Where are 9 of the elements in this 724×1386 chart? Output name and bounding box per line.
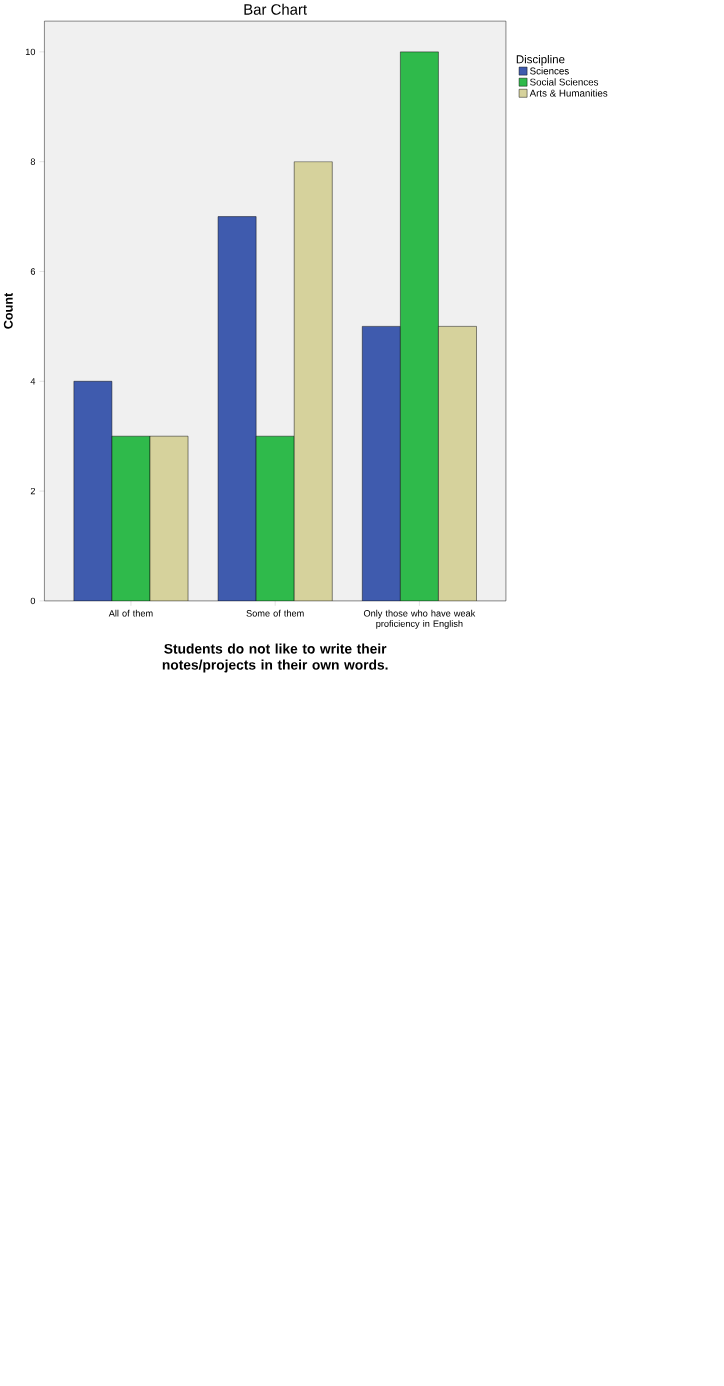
- bar: [399, 51, 439, 601]
- bar: [361, 326, 401, 601]
- bar: [73, 381, 112, 601]
- bar: [293, 161, 332, 601]
- bar: [111, 435, 150, 601]
- bar: [217, 216, 256, 601]
- bar: [149, 435, 189, 601]
- bar: [437, 326, 477, 601]
- bar: [255, 436, 294, 601]
